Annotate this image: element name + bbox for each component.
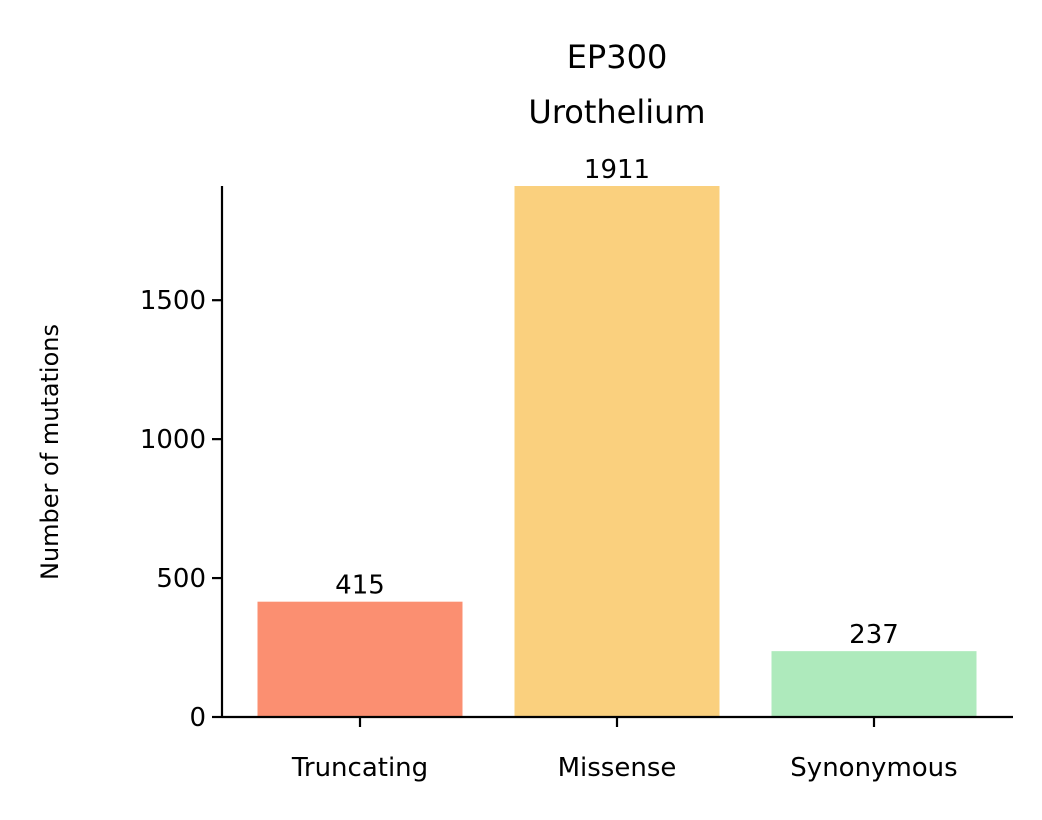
bar-synonymous [771, 651, 977, 717]
x-tick-label-missense: Missense [558, 753, 677, 783]
bar-missense [514, 186, 720, 717]
y-tick-label: 1000 [140, 425, 206, 455]
y-tick-label: 500 [156, 564, 206, 594]
bar-truncating [257, 601, 463, 717]
x-axis-ticks: Truncating Missense Synonymous [291, 717, 958, 783]
chart-title: EP300 Urothelium [528, 38, 705, 131]
y-tick-label: 0 [189, 703, 206, 733]
value-labels: 415 1911 237 [335, 155, 899, 650]
chart-title-line-1: EP300 [567, 38, 668, 76]
bars [257, 186, 977, 717]
x-tick-label-truncating: Truncating [291, 753, 428, 783]
y-axis-ticks: 0 500 1000 1500 [140, 286, 222, 733]
value-label-missense: 1911 [584, 155, 650, 185]
x-tick-label-synonymous: Synonymous [790, 753, 957, 783]
chart-title-line-2: Urothelium [528, 93, 705, 131]
y-axis-label: Number of mutations [36, 324, 64, 580]
value-label-synonymous: 237 [849, 620, 899, 650]
value-label-truncating: 415 [335, 571, 385, 601]
y-tick-label: 1500 [140, 286, 206, 316]
